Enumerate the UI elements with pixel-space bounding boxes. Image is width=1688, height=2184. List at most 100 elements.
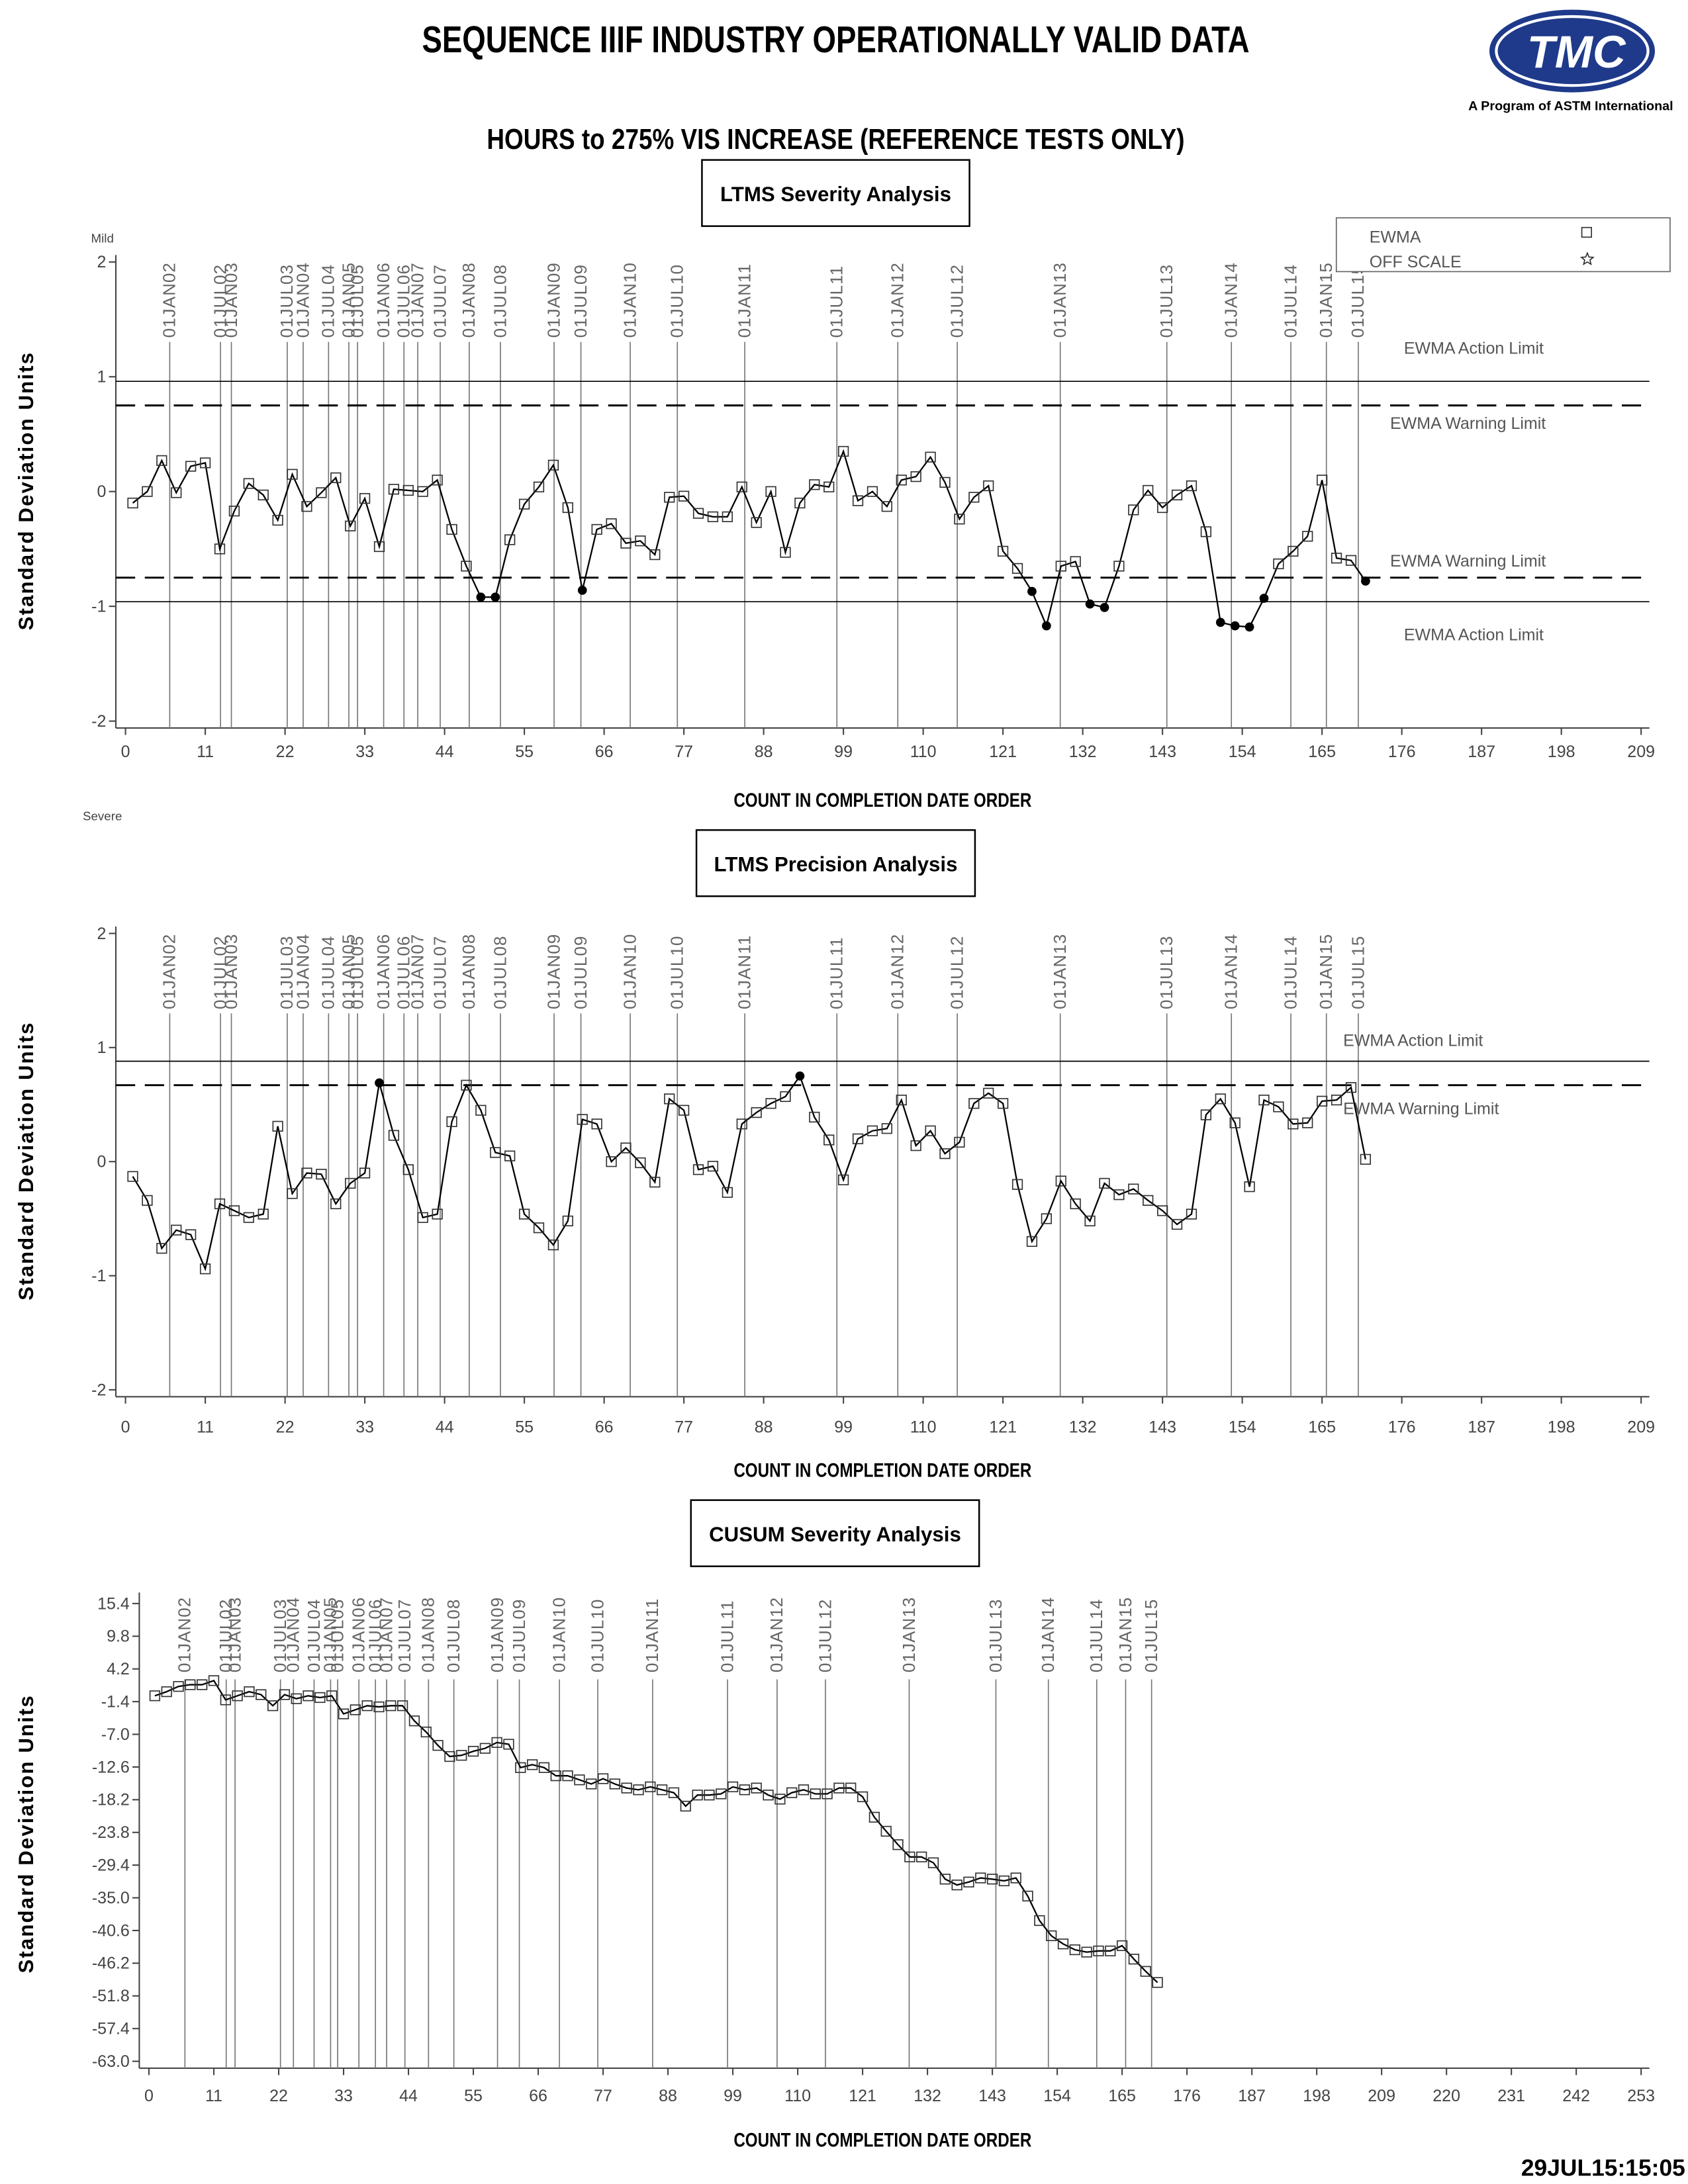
x-tick-label: 0 <box>121 743 130 761</box>
x-tick-label: 165 <box>1108 2087 1136 2105</box>
point-marker <box>591 1118 602 1130</box>
point-marker <box>998 1098 1009 1109</box>
flagged-point <box>1041 621 1051 631</box>
y-tick-label: -51.8 <box>92 1987 130 2005</box>
point-marker <box>881 501 892 512</box>
chart-title-box <box>701 159 970 227</box>
point-marker <box>939 1874 951 1885</box>
point-marker <box>1360 1154 1372 1165</box>
x-tick-label: 132 <box>1069 1418 1097 1437</box>
point-marker <box>925 451 936 463</box>
x-tick-label: 0 <box>121 1418 130 1437</box>
x-tick-label: 99 <box>724 2087 742 2105</box>
date-label: 01JAN14 <box>1221 934 1241 1009</box>
point-marker <box>1128 1183 1139 1195</box>
point-marker <box>504 534 516 545</box>
point-marker <box>272 1120 283 1132</box>
point-marker <box>287 1188 298 1199</box>
point-marker <box>359 492 371 504</box>
point-marker <box>1055 1175 1066 1187</box>
x-tick-label: 77 <box>594 2087 612 2105</box>
point-marker <box>927 1857 939 1868</box>
point-marker <box>1113 561 1125 572</box>
point-marker <box>156 1243 167 1254</box>
point-marker <box>171 487 182 498</box>
point-marker <box>258 489 269 501</box>
point-marker <box>1128 504 1139 516</box>
point-marker <box>716 1788 727 1799</box>
point-marker <box>461 561 472 572</box>
x-tick-label: 88 <box>659 2087 677 2105</box>
chart-title-box <box>695 829 976 897</box>
x-tick-label: 66 <box>595 743 614 761</box>
point-marker <box>228 1205 240 1216</box>
date-label: 01JAN10 <box>549 1597 569 1672</box>
flagged-point <box>795 1071 805 1081</box>
point-marker <box>1302 531 1313 542</box>
date-label: 01JUL13 <box>1156 264 1176 338</box>
point-marker <box>786 1787 798 1798</box>
point-marker <box>291 1693 302 1704</box>
point-marker <box>338 1708 350 1719</box>
date-label: 01JUL10 <box>667 936 687 1010</box>
point-marker <box>586 1778 597 1790</box>
date-label: 01JAN02 <box>160 262 179 338</box>
logo-badge <box>1489 9 1655 93</box>
point-marker <box>1345 555 1357 566</box>
date-label: 01JUL06 <box>394 936 414 1010</box>
date-label: 01JAN03 <box>221 934 241 1009</box>
point-marker <box>402 484 414 496</box>
date-label: 01JUL10 <box>587 1599 607 1673</box>
point-marker <box>925 1125 936 1136</box>
point-marker <box>1011 1179 1023 1190</box>
y-tick-label: 15.4 <box>97 1594 130 1613</box>
date-label: 01JAN13 <box>899 1597 919 1672</box>
point-marker <box>867 1125 878 1136</box>
point-marker <box>1157 502 1168 514</box>
x-tick-label: 220 <box>1432 2087 1460 2105</box>
x-tick-label: 99 <box>834 743 853 761</box>
x-tick-label: 231 <box>1497 2087 1525 2105</box>
point-marker <box>301 1167 312 1179</box>
x-tick-label: 110 <box>910 1418 937 1437</box>
date-label: 01JAN10 <box>620 262 639 338</box>
date-label: 01JAN06 <box>349 1597 369 1672</box>
point-marker <box>577 1114 588 1125</box>
point-marker <box>479 1743 491 1754</box>
date-label: 01JUL07 <box>430 264 449 338</box>
point-marker <box>678 490 690 502</box>
point-marker <box>267 1700 279 1711</box>
point-marker <box>533 481 545 492</box>
date-label: 01JAN06 <box>373 262 393 338</box>
date-label: 01JAN12 <box>888 934 908 1009</box>
point-marker <box>1081 1946 1092 1958</box>
point-marker <box>1152 1977 1163 1988</box>
chart: LTMS Severity Analysis 2 1 0 -1 -2 0 11 22 33 44 55… <box>15 159 1671 823</box>
point-marker <box>272 514 283 526</box>
point-marker <box>765 1098 776 1109</box>
point-marker <box>287 469 298 480</box>
point-marker <box>692 508 704 519</box>
x-tick-label: 198 <box>1548 1418 1575 1437</box>
date-label: 01JUL04 <box>304 1599 324 1673</box>
point-marker <box>408 1715 420 1727</box>
date-label: 01JUL14 <box>1086 1599 1106 1673</box>
point-marker <box>1057 1938 1069 1950</box>
point-marker <box>1022 1890 1033 1902</box>
point-marker <box>185 1229 197 1240</box>
y-tick-label: -1 <box>91 1267 106 1285</box>
y-tick-label: -2 <box>91 712 106 731</box>
point-marker <box>244 1686 255 1698</box>
date-label: 01JUL10 <box>667 264 687 338</box>
point-marker <box>432 1740 444 1751</box>
x-axis-title: COUNT IN COMPLETION DATE ORDER <box>733 1460 1031 1481</box>
point-marker <box>1200 526 1211 537</box>
point-marker <box>397 1700 408 1711</box>
point-marker <box>1288 1118 1299 1130</box>
point-marker <box>1143 1195 1154 1206</box>
point-marker <box>809 479 820 490</box>
point-marker <box>680 1800 691 1812</box>
page-title: SEQUENCE IIIF INDUSTRY OPERATIONALLY VAL… <box>422 19 1250 60</box>
x-tick-label: 176 <box>1388 1418 1416 1437</box>
point-marker <box>1200 1109 1211 1120</box>
